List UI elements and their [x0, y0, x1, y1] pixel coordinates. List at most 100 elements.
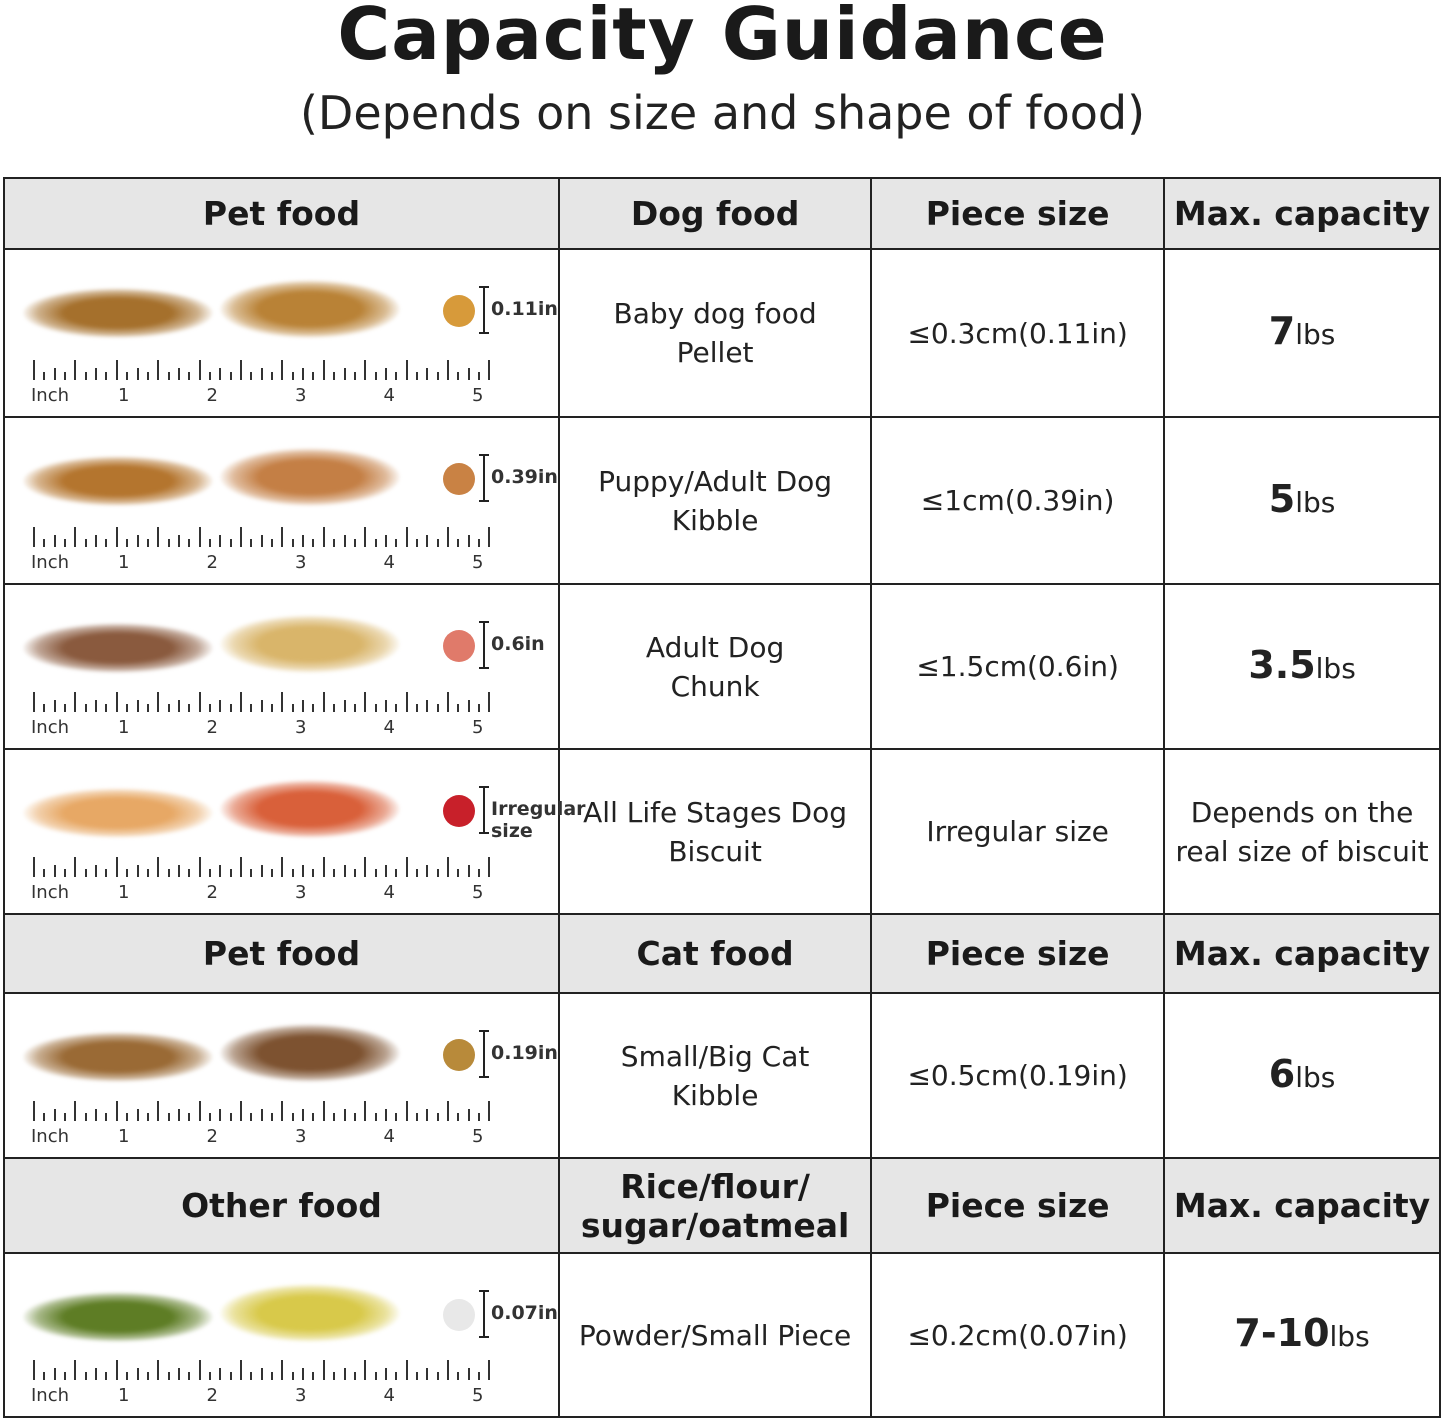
food-type-text: Powder/Small Piece	[578, 1318, 852, 1352]
ruler-unit: Inch	[31, 552, 70, 573]
ruler-tick	[333, 869, 336, 877]
ruler-tick	[302, 865, 305, 877]
inch-ruler: Inch 1 2 3 4 5	[31, 692, 491, 738]
food-type-cell: Powder/Small Piece	[557, 1252, 873, 1418]
ruler-tick	[322, 527, 325, 547]
ruler-tick	[250, 1113, 253, 1121]
ruler-tick	[291, 372, 294, 380]
ruler-tick	[95, 368, 98, 380]
ruler-tick	[240, 1101, 242, 1121]
ruler-tick	[33, 1360, 35, 1380]
ruler-tick	[447, 360, 449, 380]
ruler-tick	[478, 869, 481, 877]
ruler-tick	[374, 1372, 377, 1380]
food-type-text: Puppy/Adult Dog	[598, 464, 833, 498]
table-row: 0.39in Inch 1 2 3 4 5 Puppy/Adult Dog Kibble ≤1cm…	[3, 416, 1441, 585]
ruler-tick	[188, 539, 191, 547]
food-pile-image	[23, 788, 213, 838]
ruler-tick	[146, 1113, 149, 1121]
piece-size-cell: ≤1cm(0.39in)	[870, 416, 1166, 585]
ruler-tick	[219, 700, 222, 712]
food-type-text: Baby dog food	[613, 297, 817, 330]
ruler-tick	[198, 1101, 201, 1121]
ruler-tick	[436, 1113, 439, 1121]
ruler-tick	[240, 692, 242, 712]
capacity-unit: lbs	[1295, 1060, 1336, 1094]
food-pile-image	[23, 288, 213, 338]
ruler-label: 5	[472, 882, 484, 903]
piece-size-label: 0.11in	[491, 298, 558, 320]
ruler-tick	[198, 360, 201, 380]
ruler-tick	[115, 1360, 118, 1380]
ruler-tick	[188, 869, 191, 877]
ruler-tick	[33, 857, 35, 877]
food-type-text: All Life Stages Dog	[583, 795, 847, 829]
ruler-label: 4	[383, 1385, 395, 1406]
ruler-tick	[457, 704, 460, 712]
ruler-tick	[33, 527, 35, 547]
ruler-tick	[291, 539, 294, 547]
ruler-tick	[136, 1368, 139, 1380]
ruler-tick	[395, 1113, 398, 1121]
ruler-tick	[95, 865, 98, 877]
ruler-tick	[177, 1109, 180, 1121]
ruler-tick	[188, 1113, 191, 1121]
size-indicator-icon	[479, 621, 489, 669]
ruler-tick	[436, 869, 439, 877]
ruler-tick	[136, 700, 139, 712]
ruler-tick	[157, 1101, 160, 1121]
ruler-tick	[415, 1372, 418, 1380]
ruler-tick	[64, 1372, 67, 1380]
food-type-cell: Small/Big Cat Kibble	[557, 992, 873, 1159]
ruler-tick	[322, 1360, 325, 1380]
size-indicator-icon	[479, 454, 489, 502]
column-header: Other food	[3, 1157, 560, 1254]
ruler-tick	[426, 535, 429, 547]
ruler-label: 3	[295, 552, 307, 573]
piece-size-cell: Irregular size	[870, 748, 1166, 915]
ruler-tick	[188, 704, 191, 712]
ruler-tick	[436, 1372, 439, 1380]
ruler-label: 2	[206, 882, 218, 903]
ruler-tick	[84, 372, 87, 380]
ruler-tick	[198, 692, 201, 712]
ruler-tick	[146, 372, 149, 380]
ruler-tick	[188, 1372, 191, 1380]
ruler-tick	[53, 535, 56, 547]
column-header: Max. capacity	[1163, 1157, 1441, 1254]
ruler-tick	[312, 539, 315, 547]
table-row: 0.07in Inch 1 2 3 4 5 Powder/Small Piece ≤0.2cm(…	[3, 1252, 1441, 1418]
ruler-tick	[271, 1372, 274, 1380]
ruler-tick	[229, 372, 232, 380]
ruler-tick	[74, 1360, 77, 1380]
ruler-tick	[291, 1113, 294, 1121]
food-pile-image	[220, 448, 400, 506]
page-title: Capacity Guidance	[337, 0, 1108, 76]
food-type-text: Kibble	[671, 1078, 759, 1112]
ruler-tick	[415, 704, 418, 712]
ruler-tick	[260, 368, 263, 380]
ruler-label: 5	[472, 1385, 484, 1406]
ruler-tick	[115, 857, 118, 877]
table-row: 0.11in Inch 1 2 3 4 5 Baby dog food Pellet ≤0.3cm…	[3, 248, 1441, 418]
table-row: Irregular size Inch 1 2 3 4 5 All Life Stages D…	[3, 748, 1441, 915]
ruler-tick	[260, 535, 263, 547]
ruler-label: 3	[295, 1385, 307, 1406]
ruler-tick	[374, 372, 377, 380]
capacity-unit: lbs	[1315, 651, 1356, 685]
ruler-tick	[229, 1113, 232, 1121]
ruler-tick	[95, 1109, 98, 1121]
column-header: Piece size	[870, 177, 1166, 250]
ruler-label: 1	[118, 1385, 130, 1406]
ruler-tick	[105, 1372, 108, 1380]
ruler-tick	[271, 704, 274, 712]
ruler-tick	[74, 692, 77, 712]
ruler-tick	[395, 869, 398, 877]
ruler-tick	[343, 865, 346, 877]
capacity-table: Pet food Dog food Piece size Max. capacity 0…	[3, 177, 1441, 1418]
food-type-cell: All Life Stages Dog Biscuit	[557, 748, 873, 915]
ruler-tick	[219, 1368, 222, 1380]
ruler-tick	[53, 865, 56, 877]
ruler-tick	[478, 1113, 481, 1121]
food-type-text: Small/Big Cat	[620, 1039, 810, 1073]
